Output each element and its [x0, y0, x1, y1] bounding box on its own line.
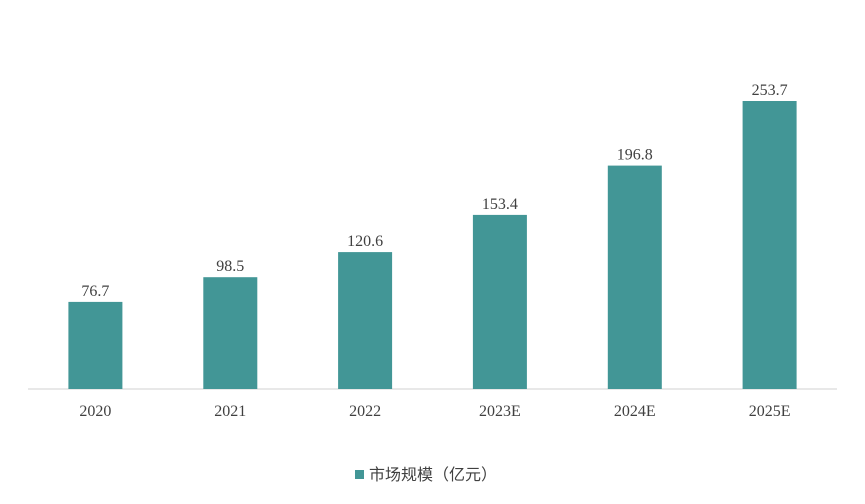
- x-tick-label-2020: 2020: [79, 403, 111, 420]
- bar-2024E: [607, 165, 662, 389]
- bar-2020: [68, 301, 123, 389]
- data-label-2020: 76.7: [81, 283, 109, 300]
- x-tick-label-2022: 2022: [349, 403, 381, 420]
- legend-label: 市场规模（亿元）: [369, 465, 497, 484]
- legend: 市场规模（亿元）: [355, 465, 497, 484]
- bar-2022: [338, 252, 393, 389]
- bar-2023E: [472, 214, 527, 389]
- data-label-2021: 98.5: [216, 258, 244, 275]
- x-tick-label-2025E: 2025E: [749, 403, 791, 420]
- bar-2025E: [742, 101, 797, 389]
- x-tick-labels-group: 2020 2021 2022 2023E 2024E 2025E: [79, 403, 790, 420]
- data-labels-group: 76.7 98.5 120.6 153.4 196.8 253.7: [81, 82, 787, 300]
- x-tick-label-2023E: 2023E: [479, 403, 521, 420]
- bar-2021: [203, 277, 258, 389]
- data-label-2025E: 253.7: [752, 82, 788, 99]
- legend-swatch: [355, 470, 364, 479]
- data-label-2022: 120.6: [347, 233, 383, 250]
- data-label-2024E: 196.8: [617, 147, 653, 164]
- data-label-2023E: 153.4: [482, 196, 518, 213]
- x-tick-label-2021: 2021: [214, 403, 246, 420]
- x-tick-label-2024E: 2024E: [614, 403, 656, 420]
- bars-group: [68, 101, 797, 389]
